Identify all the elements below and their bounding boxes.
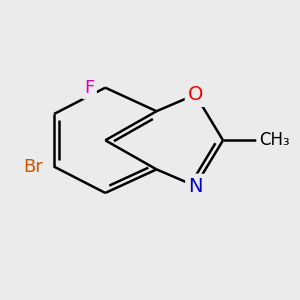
Text: O: O [188, 85, 203, 104]
Text: N: N [188, 176, 202, 196]
Text: Br: Br [23, 158, 43, 175]
Text: F: F [84, 79, 94, 97]
Text: CH₃: CH₃ [259, 131, 290, 149]
